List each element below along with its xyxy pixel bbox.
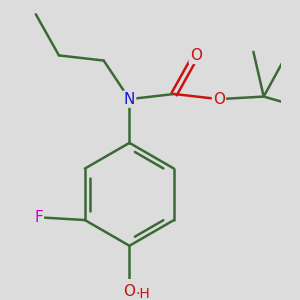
Text: O: O — [190, 48, 202, 63]
Text: O: O — [123, 284, 135, 298]
Text: ·H: ·H — [136, 287, 150, 300]
Text: F: F — [34, 210, 43, 225]
Text: O: O — [213, 92, 225, 106]
Text: N: N — [124, 92, 135, 106]
